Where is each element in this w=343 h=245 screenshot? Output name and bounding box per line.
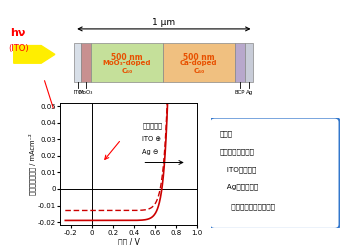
Text: MoO₃: MoO₃ (79, 90, 93, 95)
Text: Ag ⊖: Ag ⊖ (142, 149, 159, 155)
Text: ITO ⊕: ITO ⊕ (142, 136, 161, 142)
Bar (81, 43, 91, 82)
Text: Ca-doped: Ca-doped (180, 60, 217, 66)
Text: 500 nm: 500 nm (183, 53, 215, 62)
FancyArrow shape (14, 46, 55, 63)
Bar (245, 43, 253, 82)
Text: となり、予想と一致。: となり、予想と一致。 (220, 204, 275, 210)
Text: ITO: ITO (73, 90, 82, 95)
Text: C₆₀: C₆₀ (193, 68, 204, 74)
Text: ITO：プラス: ITO：プラス (220, 166, 256, 173)
X-axis label: 電圧 / V: 電圧 / V (118, 237, 140, 245)
Y-axis label: 短絡光電流密度 / mAcm⁻²: 短絡光電流密度 / mAcm⁻² (28, 133, 36, 195)
Text: 結果：: 結果： (220, 131, 233, 137)
Text: 光電圧方向: 光電圧方向 (142, 123, 162, 129)
Bar (235, 43, 245, 82)
FancyBboxPatch shape (210, 118, 340, 229)
Text: Ag：マイナス: Ag：マイナス (220, 184, 258, 190)
Bar (74, 43, 81, 82)
Text: 光電圧の方向は、: 光電圧の方向は、 (220, 148, 255, 155)
Text: Ag: Ag (246, 90, 253, 95)
Text: BCP: BCP (235, 90, 245, 95)
Bar (91, 43, 163, 82)
Bar (163, 43, 235, 82)
Text: 500 nm: 500 nm (111, 53, 143, 62)
Text: MoO₃-doped: MoO₃-doped (103, 60, 151, 66)
Text: C₆₀: C₆₀ (121, 68, 133, 74)
Text: hν: hν (11, 28, 26, 38)
Text: 1 μm: 1 μm (152, 18, 175, 26)
Text: (ITO): (ITO) (8, 44, 28, 53)
